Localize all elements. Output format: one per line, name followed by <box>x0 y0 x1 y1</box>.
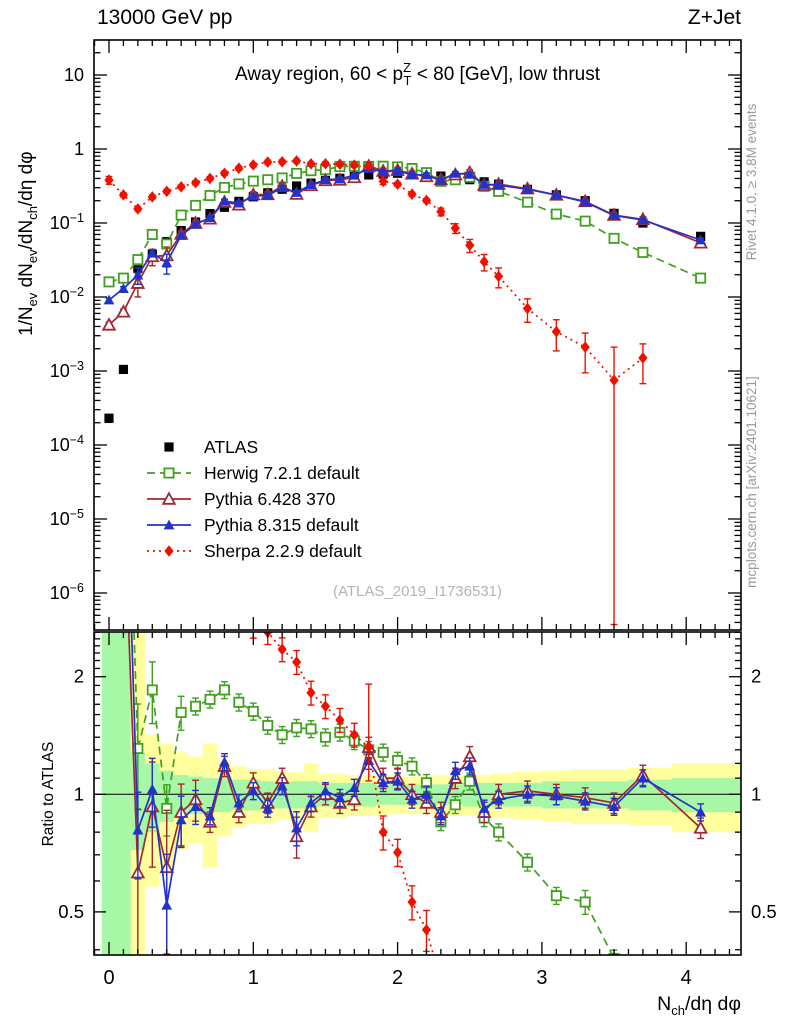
beam-energy-label: 13000 GeV pp <box>97 6 233 29</box>
legend-label: ATLAS <box>204 436 259 457</box>
mcplots-arxiv-note: mcplots.cern.ch [arXiv:2401.10621] <box>744 376 759 588</box>
legend-item-atlas: ATLAS <box>146 434 362 460</box>
svg-text:1: 1 <box>751 783 761 804</box>
svg-text:2: 2 <box>392 967 403 989</box>
legend-label: Herwig 7.2.1 default <box>204 462 360 483</box>
series-herwig-ratio <box>132 632 620 955</box>
series-pythia8-main <box>103 163 707 305</box>
svg-text:10−6: 10−6 <box>50 581 84 603</box>
svg-text:10: 10 <box>64 65 84 85</box>
axis-tick-labels: 0 1 2 3 4 10 1 10−1 10−2 10−3 10−4 10−5 10−6 0.5 0.5 1 1… <box>50 65 777 989</box>
main-panel-frame <box>93 39 742 631</box>
axis-ticks <box>93 40 741 955</box>
svg-text:1: 1 <box>74 783 84 804</box>
series-pythia8-ratio <box>130 632 707 955</box>
atlas-marker-icon <box>164 442 174 452</box>
legend-item-sherpa: Sherpa 2.2.9 default <box>146 538 362 564</box>
process-label: Z+Jet <box>687 6 741 29</box>
x-axis-label: Nch/dη dφ <box>657 993 741 1018</box>
svg-text:2: 2 <box>751 666 761 687</box>
series-pythia6-ratio <box>127 632 708 955</box>
legend: ATLAS Herwig 7.2.1 default Pythia 6.428 37… <box>146 434 362 564</box>
series-sherpa-main <box>104 155 648 626</box>
analysis-watermark: (ATLAS_2019_I1736531) <box>332 583 502 600</box>
series-sherpa-ratio <box>235 632 435 955</box>
pythia8-marker-icon <box>147 519 191 530</box>
svg-text:0: 0 <box>103 967 114 989</box>
svg-text:2: 2 <box>74 666 84 687</box>
plot-title: Away region, 60 < pZT < 80 [GeV], low th… <box>234 60 600 88</box>
svg-text:4: 4 <box>681 967 692 989</box>
rivet-version-note: Rivet 4.1.0, ≥ 3.8M events <box>744 103 759 261</box>
legend-label: Pythia 6.428 370 <box>204 488 336 509</box>
legend-item-pythia8: Pythia 8.315 default <box>146 512 362 538</box>
legend-label: Pythia 8.315 default <box>204 514 359 535</box>
herwig-marker-icon <box>147 467 191 479</box>
ratio-panel-frame <box>93 631 742 956</box>
legend-item-pythia6: Pythia 6.428 370 <box>146 486 362 512</box>
svg-text:0.5: 0.5 <box>751 901 777 922</box>
svg-text:10−2: 10−2 <box>50 285 84 307</box>
svg-text:3: 3 <box>536 967 547 989</box>
legend-label: Sherpa 2.2.9 default <box>204 540 362 561</box>
y-axis-label-ratio: Ratio to ATLAS <box>40 741 57 847</box>
atlas-uncertainty-bands <box>101 632 741 955</box>
y-axis-label-main: 1/Nev dNev/dNch/dη dφ <box>16 151 40 336</box>
sherpa-marker-icon <box>147 545 191 557</box>
legend-item-herwig: Herwig 7.2.1 default <box>146 460 362 486</box>
pythia6-marker-icon <box>147 491 191 505</box>
svg-text:10−1: 10−1 <box>50 211 84 233</box>
svg-text:1: 1 <box>248 967 259 989</box>
svg-text:10−5: 10−5 <box>50 507 84 529</box>
svg-text:10−3: 10−3 <box>50 359 84 381</box>
svg-text:1: 1 <box>74 139 84 159</box>
svg-text:0.5: 0.5 <box>58 901 84 922</box>
svg-text:10−4: 10−4 <box>50 433 84 455</box>
